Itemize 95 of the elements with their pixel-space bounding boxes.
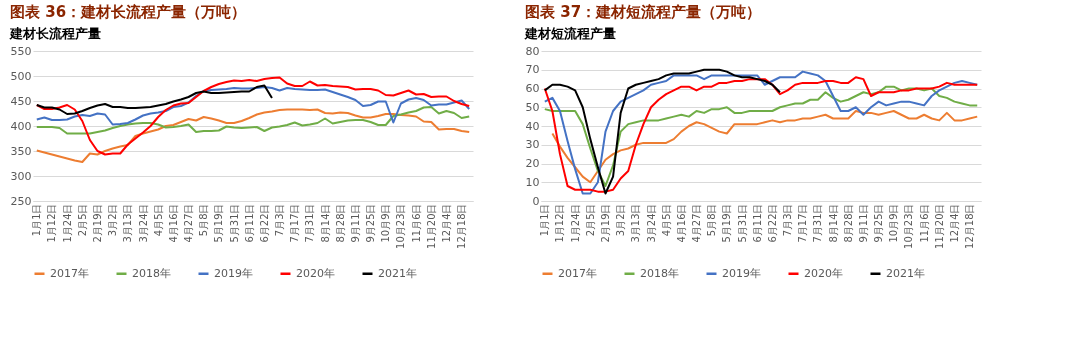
x-tick-label: 5月31日	[736, 203, 748, 243]
y-tick-label: 30	[525, 138, 540, 152]
line-series	[35, 84, 273, 115]
legend-label: 2021年	[886, 266, 925, 280]
y-tick-label: 40	[525, 119, 540, 133]
x-tick-label: 6月11日	[243, 203, 255, 243]
x-tick-label: 4月16日	[675, 203, 687, 243]
x-tick-label: 12月18日	[456, 203, 468, 249]
y-tick-label: 70	[525, 63, 540, 77]
x-tick-label: 9月25日	[873, 203, 885, 243]
x-tick-label: 3月24日	[137, 203, 149, 243]
x-tick-label: 2月19日	[91, 203, 103, 243]
x-tick-label: 5月19日	[721, 203, 733, 243]
x-tick-label: 3月13日	[122, 203, 134, 243]
chart-title: 图表 36：建材长流程产量（万吨）	[10, 3, 247, 21]
x-tick-label: 10月9日	[380, 203, 392, 243]
x-tick-label: 9月11日	[349, 203, 361, 243]
x-tick-label: 8月28日	[842, 203, 854, 243]
line-series	[35, 76, 471, 156]
x-tick-label: 7月31日	[812, 203, 824, 243]
legend-label: 2020年	[804, 266, 843, 280]
x-tick-label: 12月4日	[948, 203, 960, 243]
legend-label: 2017年	[50, 266, 89, 280]
chart-subtitle: 建材长流程产量	[9, 26, 101, 41]
x-tick-label: 5月31日	[228, 203, 240, 243]
x-tick-label: 7月17日	[289, 203, 301, 243]
x-tick-label: 10月9日	[888, 203, 900, 243]
x-tick-label: 1月24日	[569, 203, 581, 243]
x-tick-label: 1月1日	[31, 203, 43, 237]
x-tick-label: 1月1日	[539, 203, 551, 237]
line-series	[35, 108, 471, 163]
x-tick-label: 4月27日	[183, 203, 195, 243]
y-tick-label: 450	[10, 94, 32, 108]
line-series	[551, 110, 979, 184]
x-tick-label: 6月22日	[766, 203, 778, 243]
y-tick-label: 550	[10, 44, 32, 58]
x-tick-label: 8月14日	[827, 203, 839, 243]
x-tick-label: 4月5日	[660, 203, 672, 237]
x-tick-label: 1月12日	[554, 203, 566, 243]
x-tick-label: 9月25日	[365, 203, 377, 243]
y-tick-label: 0	[532, 194, 540, 208]
x-tick-label: 4月27日	[691, 203, 703, 243]
x-tick-label: 5月19日	[213, 203, 225, 243]
x-tick-label: 6月22日	[258, 203, 270, 243]
chart-title: 图表 37：建材短流程产量（万吨）	[525, 3, 762, 21]
legend-label: 2019年	[722, 266, 761, 280]
x-tick-label: 7月3日	[274, 203, 286, 237]
line-series	[543, 68, 781, 195]
line-series	[35, 106, 471, 135]
line-series	[35, 86, 471, 126]
y-tick-label: 400	[10, 119, 32, 133]
legend-label: 2021年	[378, 266, 417, 280]
legend-label: 2018年	[640, 266, 679, 280]
x-tick-label: 3月2日	[615, 203, 627, 237]
legend-label: 2020年	[296, 266, 335, 280]
x-tick-label: 6月11日	[751, 203, 763, 243]
chart-subtitle: 建材短流程产量	[524, 26, 616, 41]
x-tick-label: 7月17日	[797, 203, 809, 243]
x-tick-label: 11月6日	[410, 203, 422, 243]
x-tick-label: 12月18日	[964, 203, 976, 249]
x-tick-label: 11月20日	[425, 203, 437, 249]
x-tick-label: 2月5日	[76, 203, 88, 237]
x-tick-label: 8月28日	[334, 203, 346, 243]
y-tick-label: 250	[10, 194, 32, 208]
legend-label: 2017年	[558, 266, 597, 280]
x-tick-label: 1月24日	[61, 203, 73, 243]
y-tick-label: 80	[525, 44, 540, 58]
x-tick-label: 3月2日	[107, 203, 119, 237]
x-tick-label: 3月24日	[645, 203, 657, 243]
y-tick-label: 60	[525, 82, 540, 95]
x-tick-label: 5月8日	[198, 203, 210, 237]
x-tick-label: 2月5日	[584, 203, 596, 237]
x-tick-label: 4月5日	[152, 203, 164, 237]
x-tick-label: 2月19日	[599, 203, 611, 243]
x-tick-label: 7月3日	[782, 203, 794, 237]
x-tick-label: 10月23日	[395, 203, 407, 249]
x-tick-label: 11月6日	[918, 203, 930, 243]
x-tick-label: 3月13日	[630, 203, 642, 243]
legend-label: 2018年	[132, 266, 171, 280]
x-tick-label: 10月23日	[903, 203, 915, 249]
y-tick-label: 350	[10, 144, 32, 158]
x-tick-label: 1月12日	[46, 203, 58, 243]
x-tick-label: 9月11日	[857, 203, 869, 243]
y-tick-label: 10	[525, 175, 540, 189]
x-tick-label: 4月16日	[167, 203, 179, 243]
legend-label: 2019年	[214, 266, 253, 280]
y-tick-label: 500	[10, 69, 32, 83]
x-tick-label: 7月31日	[304, 203, 316, 243]
y-tick-label: 50	[525, 100, 540, 114]
x-tick-label: 5月8日	[706, 203, 718, 237]
x-tick-label: 12月4日	[440, 203, 452, 243]
x-tick-label: 8月14日	[319, 203, 331, 243]
y-tick-label: 20	[525, 157, 540, 170]
y-tick-label: 300	[10, 169, 32, 183]
x-tick-label: 11月20日	[933, 203, 945, 249]
